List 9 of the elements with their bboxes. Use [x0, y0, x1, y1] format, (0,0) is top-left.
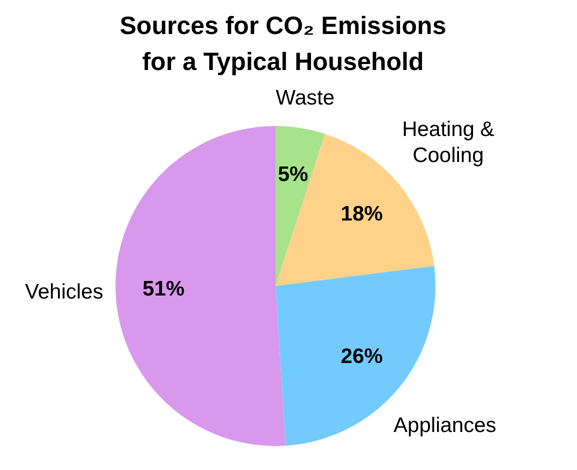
slice-label: Waste: [276, 86, 334, 110]
slice-label: Appliances: [394, 414, 496, 437]
data-label: 26%: [340, 345, 384, 368]
chart-title: Sources for CO₂ Emissions for a Typical Household: [118, 11, 448, 78]
slice-label: Heating & Cooling: [402, 118, 494, 167]
data-label: 18%: [340, 202, 384, 226]
data-label: 51%: [142, 277, 185, 300]
data-label: 5%: [278, 163, 309, 186]
slice-label: Vehicles: [25, 280, 104, 304]
